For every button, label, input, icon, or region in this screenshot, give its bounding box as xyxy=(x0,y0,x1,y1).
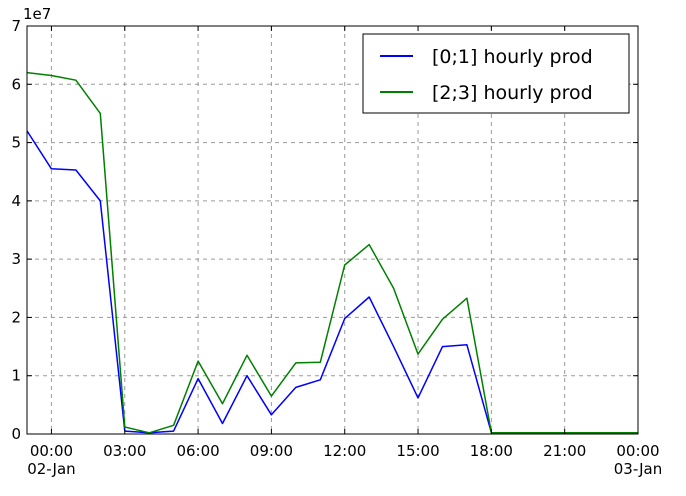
series-line-1 xyxy=(26,71,638,434)
x-tick-label-8: 00:00 xyxy=(616,442,659,460)
x-tick-label-3: 09:00 xyxy=(250,442,293,460)
series-lines xyxy=(26,71,638,434)
legend-label-series-1: [2;3] hourly prod xyxy=(432,82,593,104)
series-line-0 xyxy=(26,130,638,434)
x-tick-label-7: 21:00 xyxy=(543,442,586,460)
x-tick-label-5: 15:00 xyxy=(396,442,439,460)
x-tick-label-0: 00:00 xyxy=(30,442,73,460)
y-tick-label-7: 7 xyxy=(11,17,21,35)
x-tick-sublabel-8: 03-Jan xyxy=(614,460,662,478)
legend-frame xyxy=(362,33,630,114)
x-tick-label-4: 12:00 xyxy=(323,442,366,460)
y-tick-label-1: 1 xyxy=(11,367,21,385)
plot-frame xyxy=(26,25,639,435)
y-tick-label-6: 6 xyxy=(11,75,21,93)
y-tick-label-5: 5 xyxy=(11,134,21,152)
y-tick-label-3: 3 xyxy=(11,250,21,268)
x-tick-sublabel-0: 02-Jan xyxy=(27,460,75,478)
legend: [0;1] hourly prod [2;3] hourly prod xyxy=(362,33,630,114)
grid-lines xyxy=(27,26,638,434)
x-tick-label-1: 03:00 xyxy=(103,442,146,460)
y-tick-label-2: 2 xyxy=(11,308,21,326)
legend-label-series-0: [0;1] hourly prod xyxy=(432,46,593,68)
y-tick-label-4: 4 xyxy=(11,192,21,210)
x-tick-label-2: 06:00 xyxy=(176,442,219,460)
y-tick-label-0: 0 xyxy=(11,425,21,443)
x-tick-label-6: 18:00 xyxy=(470,442,513,460)
y-scale-label: 1e7 xyxy=(23,5,51,23)
